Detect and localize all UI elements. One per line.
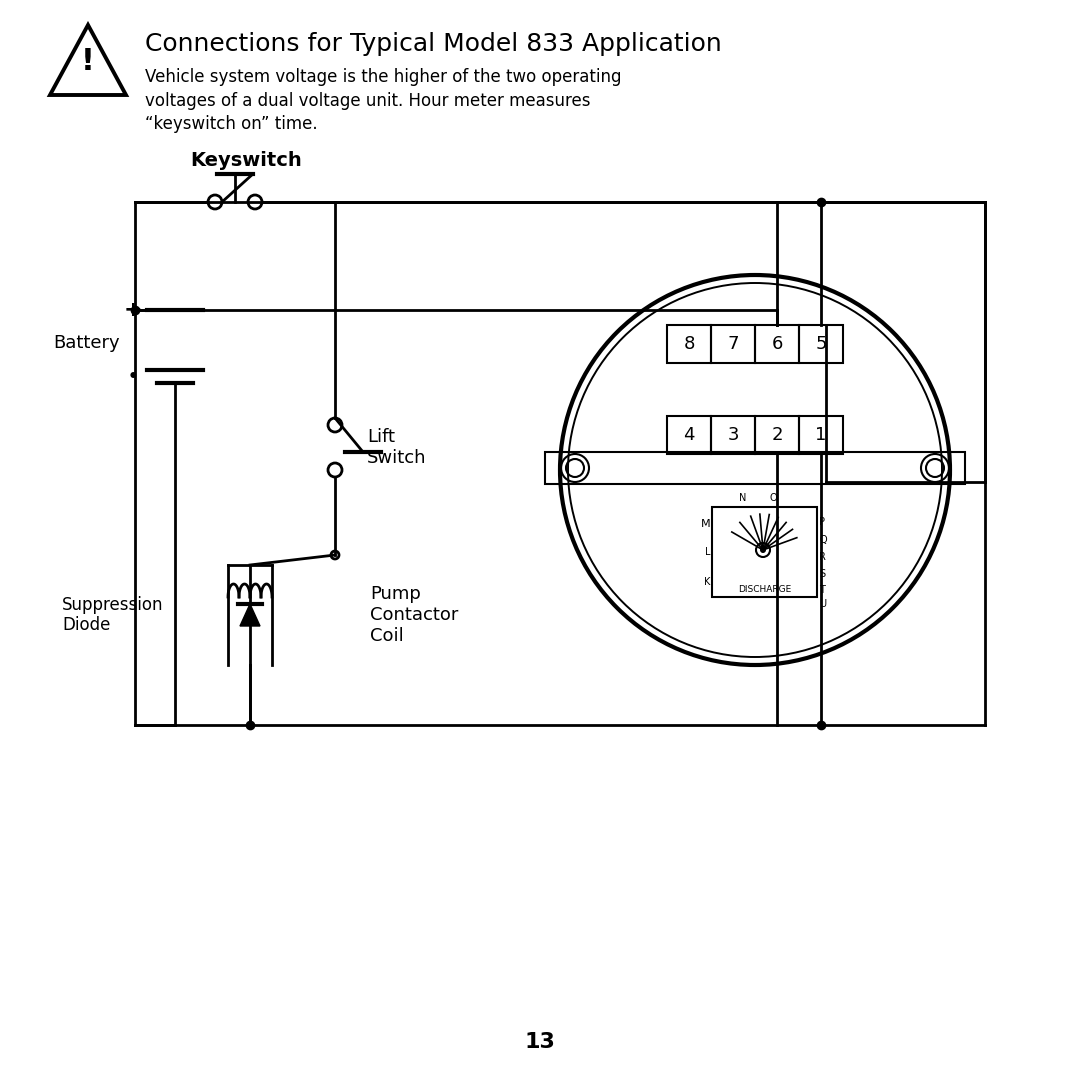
Text: M: M bbox=[701, 519, 711, 529]
Text: 2: 2 bbox=[771, 427, 783, 444]
Text: +: + bbox=[124, 300, 143, 320]
Text: U: U bbox=[820, 599, 826, 609]
Circle shape bbox=[760, 546, 766, 553]
Text: Lift
Switch: Lift Switch bbox=[367, 428, 427, 467]
Text: Q: Q bbox=[820, 535, 827, 545]
Text: R: R bbox=[820, 552, 826, 562]
Polygon shape bbox=[240, 604, 260, 626]
Text: Battery: Battery bbox=[53, 334, 120, 351]
Text: 8: 8 bbox=[684, 335, 694, 353]
Text: K: K bbox=[704, 577, 711, 588]
Text: 7: 7 bbox=[727, 335, 739, 353]
Text: DISCHARGE: DISCHARGE bbox=[739, 584, 792, 594]
Text: S: S bbox=[820, 569, 825, 579]
Text: L: L bbox=[705, 546, 711, 557]
Text: 5: 5 bbox=[815, 335, 827, 353]
Text: Keyswitch: Keyswitch bbox=[190, 151, 301, 170]
Text: Connections for Typical Model 833 Application: Connections for Typical Model 833 Applic… bbox=[145, 32, 721, 56]
Text: !: ! bbox=[81, 46, 95, 76]
Text: 3: 3 bbox=[727, 427, 739, 444]
Text: O: O bbox=[769, 492, 777, 503]
Text: 6: 6 bbox=[771, 335, 783, 353]
Text: 13: 13 bbox=[525, 1032, 555, 1052]
Text: N: N bbox=[740, 492, 746, 503]
Text: 4: 4 bbox=[684, 427, 694, 444]
Text: •: • bbox=[127, 368, 138, 386]
Text: Suppression
Diode: Suppression Diode bbox=[62, 595, 163, 634]
Text: T: T bbox=[820, 585, 825, 595]
Text: Vehicle system voltage is the higher of the two operating
voltages of a dual vol: Vehicle system voltage is the higher of … bbox=[145, 68, 621, 133]
Text: P: P bbox=[820, 517, 825, 527]
Text: 1: 1 bbox=[815, 427, 826, 444]
Text: Pump
Contactor
Coil: Pump Contactor Coil bbox=[370, 585, 458, 645]
